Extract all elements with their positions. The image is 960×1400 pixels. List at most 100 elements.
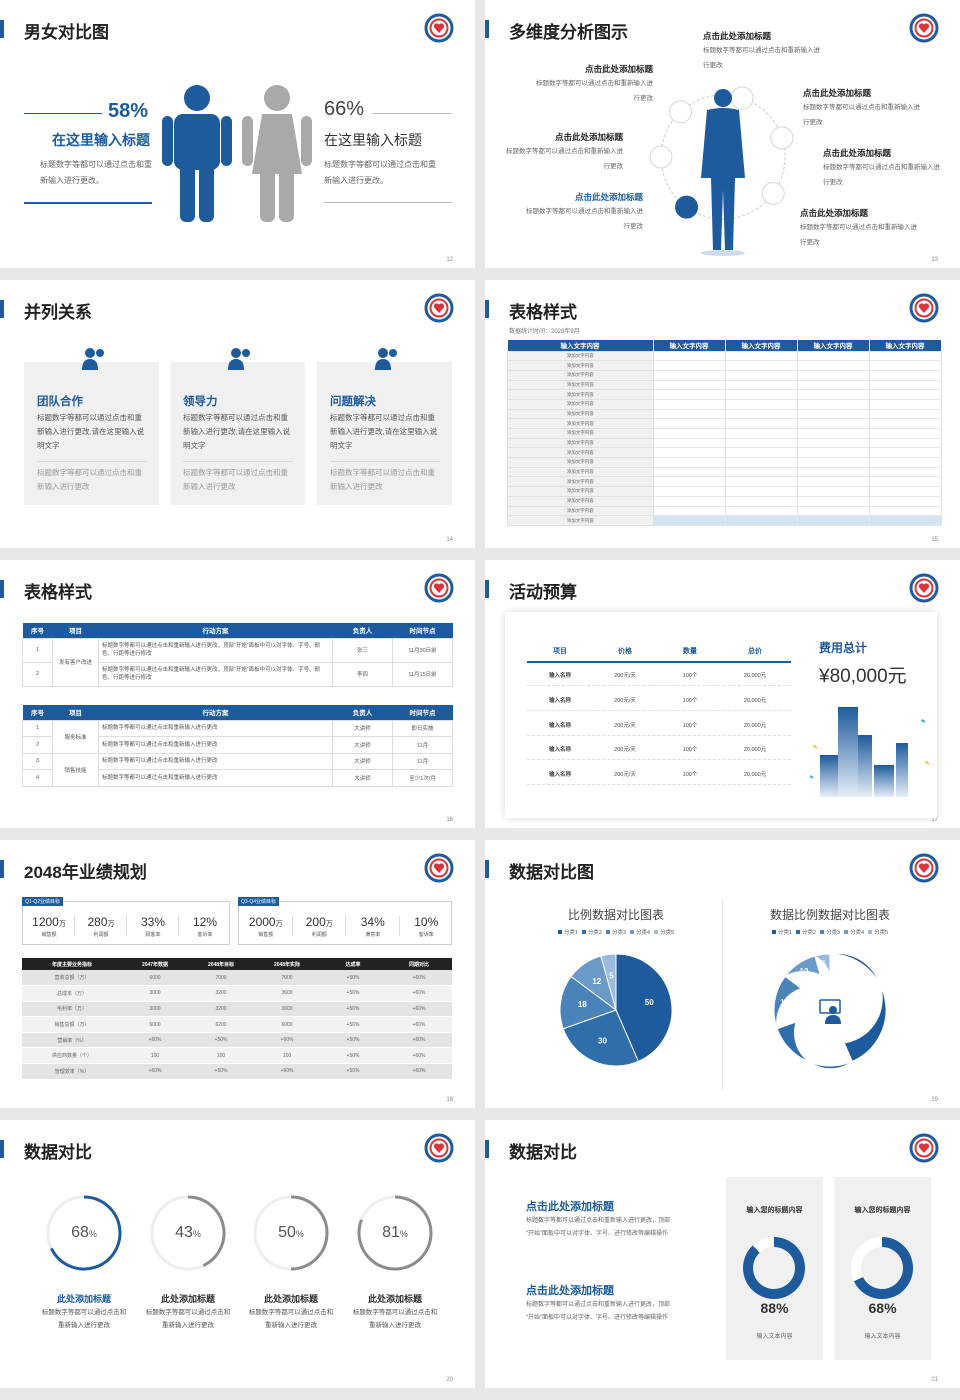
- card: [317, 362, 452, 505]
- empty-cell: [868, 418, 942, 429]
- project-cell: 销售技能: [52, 752, 99, 787]
- slice-label: 18: [780, 998, 789, 1007]
- card: [834, 1177, 931, 1360]
- table-cell: +60%: [386, 1032, 452, 1049]
- row-label: 添加文字内容: [507, 360, 654, 371]
- table-cell: 7000: [188, 970, 254, 987]
- row-number: 1: [22, 637, 53, 663]
- graphic: [909, 1133, 939, 1163]
- total-label: 费用总计: [819, 641, 868, 655]
- table-cell: +50%: [320, 1032, 386, 1049]
- table-cell: 100个: [682, 673, 698, 679]
- ring-label: 68%: [44, 1224, 124, 1242]
- slice-label: 12: [800, 967, 809, 976]
- header-row: 年度主要业务指标 2047年数据 2048年目标 2048年实际 达成率 同期对比: [22, 958, 452, 970]
- plan-cell: 标题数字等都可以通过点击和重新输入进行更改: [98, 769, 333, 787]
- legend: 分类1 分类2 分类3 分类4 分类5: [740, 928, 920, 936]
- slide-title: 表格样式: [509, 303, 577, 322]
- page-number: 16: [446, 817, 453, 823]
- graphic: [909, 853, 939, 883]
- header-row: 序号 项目 行动方案 负责人 时间节点: [22, 705, 453, 720]
- empty-cell: [652, 476, 726, 488]
- logo-heart: [918, 1143, 930, 1153]
- table-cell: +60%: [122, 1063, 188, 1080]
- divider: [722, 900, 723, 1090]
- item-heading: 点击此处添加标题: [703, 31, 772, 41]
- ring-heading: 此处添加标题: [56, 1294, 111, 1304]
- figure-dress: [252, 114, 302, 174]
- table-row: 管理效率（%） +60% +50% +60% +50% +60%: [22, 1063, 452, 1080]
- metric: 2000万: [242, 913, 290, 931]
- orbit-icon: [730, 86, 754, 110]
- project-cell: 服务标准: [52, 719, 99, 754]
- card: [24, 362, 159, 505]
- time-cell: 11月: [392, 736, 453, 754]
- block-body: 标题数字等都可以通过点击和重新输入进行更改，顶部“开始”面板中可以对字体、字号、…: [526, 1218, 671, 1237]
- table-row: 1 服务标准 标题数字等都可以通过点击和重新输入进行更改 大讲师 即日实施: [22, 719, 453, 754]
- card-heading: 问题解决: [330, 396, 376, 408]
- building: [874, 765, 894, 797]
- time-cell: 即日实施: [392, 719, 453, 737]
- metric-label: 利润额: [93, 932, 109, 938]
- title-bar: [485, 580, 489, 598]
- empty-cell: [796, 476, 870, 488]
- icon-badge: [389, 349, 397, 357]
- divider: [126, 916, 127, 936]
- figure-leg: [279, 164, 294, 222]
- item-heading: 点击此处添加标题: [803, 88, 872, 98]
- legend-item: 分类3: [819, 930, 840, 936]
- title-bar: [0, 860, 4, 878]
- slice-label: 18: [578, 1000, 587, 1009]
- empty-cell: [796, 457, 870, 468]
- slide-title: 并列关系: [24, 303, 92, 322]
- logo-heart: [918, 23, 930, 33]
- graphic: [909, 293, 939, 323]
- empty-cell: [652, 457, 726, 468]
- legend-label: 分类4: [636, 930, 651, 936]
- slide-title: 数据对比: [24, 1143, 92, 1162]
- time-cell: 11月15日前: [392, 661, 453, 687]
- ring-heading: 此处添加标题: [160, 1294, 215, 1304]
- legend-item: 分类2: [795, 930, 816, 936]
- graphic: [162, 85, 312, 222]
- empty-cell: [724, 505, 798, 517]
- metric: 12%: [182, 913, 228, 931]
- metric: 1200万: [26, 913, 72, 931]
- body-text: 标题数字等都可以通过点击和重新输入进行更改。: [40, 160, 152, 185]
- slide-title: 男女对比图: [24, 23, 109, 42]
- ring-arc: [290, 1195, 329, 1271]
- row-label: 添加文字内容: [507, 398, 654, 410]
- legend-swatch: [557, 930, 562, 934]
- ring-value: 68: [71, 1224, 89, 1241]
- title-bar: [485, 860, 489, 878]
- center-icon: [819, 999, 841, 1014]
- metric-value: 34%: [360, 915, 385, 929]
- row-label: 添加文字内容: [507, 466, 654, 478]
- logo-heart: [433, 863, 445, 873]
- total-value: ¥80,000元: [819, 666, 907, 687]
- table-cell: +50%: [320, 1063, 386, 1080]
- ring-value: 43: [175, 1224, 193, 1241]
- header-cell: 达成率: [345, 961, 361, 968]
- empty-cell: [868, 379, 942, 391]
- table-row: 销售总额（万） 6000 6200 6000 +50% +60%: [22, 1016, 452, 1033]
- confetti: [921, 719, 926, 723]
- ring-arc: [357, 1195, 433, 1271]
- table-cell: 毛利率（万）: [22, 1001, 122, 1018]
- table-row: 毛利率（万） 3000 3200 3600 +50% +60%: [22, 1001, 452, 1018]
- icon-body: [375, 359, 391, 370]
- empty-cell: [724, 389, 798, 400]
- plan-cell: 标题数字等都可以通过点击和重新输入进行更改: [98, 752, 333, 770]
- card-caption: 输入文本内容: [864, 1334, 901, 1340]
- graphic: 50 30 18 12 5: [559, 953, 673, 1067]
- block-heading: 点击此处添加标题: [526, 1285, 614, 1297]
- empty-cell: [868, 486, 942, 497]
- empty-cell: [724, 418, 798, 429]
- rule: [372, 113, 452, 114]
- table-row: 添加文字内容: [507, 369, 942, 381]
- graphic: [851, 1237, 913, 1299]
- item-body: 标题数字等都可以通过点击和重新输入进行更改: [703, 47, 820, 69]
- page-number: 15: [931, 537, 938, 543]
- header-cell: 序号: [31, 710, 44, 718]
- item-heading: 点击此处添加标题: [800, 208, 869, 218]
